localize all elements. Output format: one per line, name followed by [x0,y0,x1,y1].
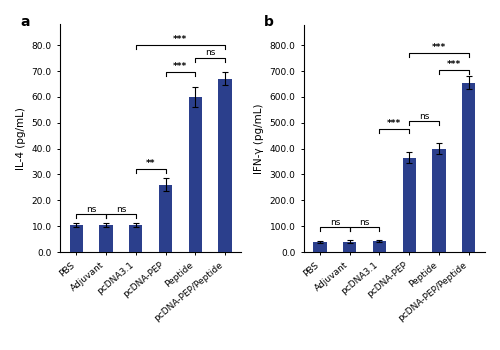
Bar [462,83,475,252]
Bar [159,185,172,252]
Text: **: ** [146,159,156,168]
Text: ***: *** [387,119,402,128]
Bar [188,97,202,252]
Bar [343,241,356,252]
Text: ***: *** [174,62,188,71]
Bar [402,158,416,252]
Bar [314,242,326,252]
Text: ***: *** [174,35,188,44]
Bar [218,79,232,252]
Text: ns: ns [419,112,430,120]
Text: ns: ns [330,218,340,226]
Bar [373,241,386,252]
Y-axis label: IL-4 (pg/mL): IL-4 (pg/mL) [16,107,26,170]
Bar [100,225,113,252]
Text: b: b [264,15,274,29]
Bar [70,225,83,252]
Text: ***: *** [432,43,446,52]
Bar [129,225,142,252]
Text: ***: *** [446,60,461,69]
Text: ns: ns [116,205,126,214]
Bar [432,149,446,252]
Text: ns: ns [86,205,97,214]
Text: ns: ns [360,218,370,226]
Text: ns: ns [205,48,216,57]
Text: a: a [20,15,30,29]
Y-axis label: IFN-γ (pg/mL): IFN-γ (pg/mL) [254,103,264,174]
